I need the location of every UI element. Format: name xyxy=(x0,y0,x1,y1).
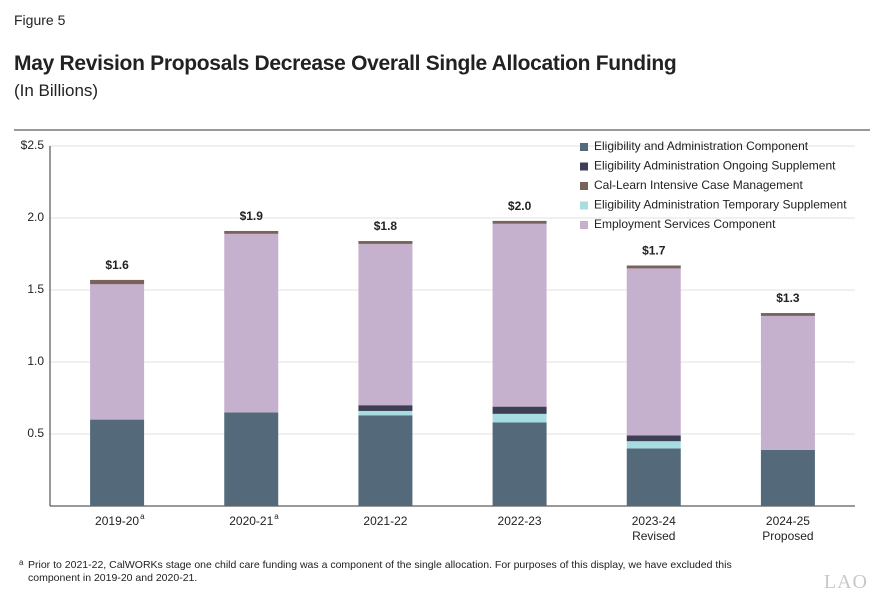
y-tick-label: $2.5 xyxy=(21,138,45,152)
chart-title: May Revision Proposals Decrease Overall … xyxy=(14,52,677,75)
total-label: $1.8 xyxy=(374,219,398,233)
bar-segment xyxy=(760,313,815,316)
total-label: $1.6 xyxy=(105,258,129,272)
total-label: $2.0 xyxy=(508,199,532,213)
logo: LAO xyxy=(823,571,868,593)
x-tick-label: 2023-24 xyxy=(632,514,676,528)
x-tick-label: 2024-25 xyxy=(766,514,810,528)
x-tick-label: Revised xyxy=(632,529,675,543)
bar-segment xyxy=(90,279,145,285)
bar-segment xyxy=(224,230,279,234)
bar-segment xyxy=(626,448,681,506)
bar-segment xyxy=(224,233,279,413)
footnote-text: Prior to 2021-22, CalWORKs stage one chi… xyxy=(28,559,732,584)
bar-segment xyxy=(760,449,815,506)
bar-segment xyxy=(626,435,681,442)
x-tick-label: Proposed xyxy=(762,529,813,543)
legend-label: Eligibility and Administration Component xyxy=(594,139,809,153)
bar-segment xyxy=(90,419,145,506)
footnote: a Prior to 2021-22, CalWORKs stage one ch… xyxy=(14,558,768,585)
legend-swatch xyxy=(580,143,588,151)
y-tick-label: 2.0 xyxy=(27,210,44,224)
legend-swatch xyxy=(580,162,588,171)
x-tick-label: 2019-20 xyxy=(95,514,139,528)
x-tick-label: 2021-22 xyxy=(363,514,407,528)
chart-subtitle: (In Billions) xyxy=(14,81,99,100)
bar-segment xyxy=(492,220,547,224)
legend-label: Cal-Learn Intensive Case Management xyxy=(594,178,803,192)
legend-label: Employment Services Component xyxy=(594,217,776,231)
bar-segment xyxy=(358,415,413,506)
legend-label: Eligibility Administration Temporary Sup… xyxy=(594,198,847,212)
bar-segment xyxy=(358,405,413,411)
legend-swatch xyxy=(580,201,588,210)
footnote-marker: a xyxy=(19,558,24,567)
bar-segment xyxy=(492,223,547,407)
y-tick-label: 0.5 xyxy=(27,426,44,440)
x-tick-label: 2020-21 xyxy=(229,514,273,528)
bar-segment xyxy=(358,243,413,406)
bar-segment xyxy=(760,315,815,450)
bar-segment xyxy=(492,413,547,423)
total-label: $1.3 xyxy=(776,291,800,305)
bar-segment xyxy=(492,406,547,414)
total-label: $1.9 xyxy=(240,209,264,223)
total-label: $1.7 xyxy=(642,244,666,258)
bar-segment xyxy=(626,268,681,436)
category-note: a xyxy=(274,512,279,521)
bar-segment xyxy=(358,241,413,244)
y-tick-label: 1.0 xyxy=(27,354,44,368)
legend-swatch xyxy=(580,182,588,190)
bar-segment xyxy=(358,410,413,416)
legend-swatch xyxy=(580,221,588,229)
legend-label: Eligibility Administration Ongoing Suppl… xyxy=(594,159,836,173)
x-tick-label: 2022-23 xyxy=(498,514,542,528)
y-tick-label: 1.5 xyxy=(27,282,44,296)
bar-segment xyxy=(90,284,145,420)
category-note: a xyxy=(140,512,145,521)
bar-segment xyxy=(626,441,681,449)
figure-label: Figure 5 xyxy=(14,12,66,28)
bar-segment xyxy=(224,412,279,506)
bar-segment xyxy=(492,422,547,506)
bar-segment xyxy=(626,265,681,269)
